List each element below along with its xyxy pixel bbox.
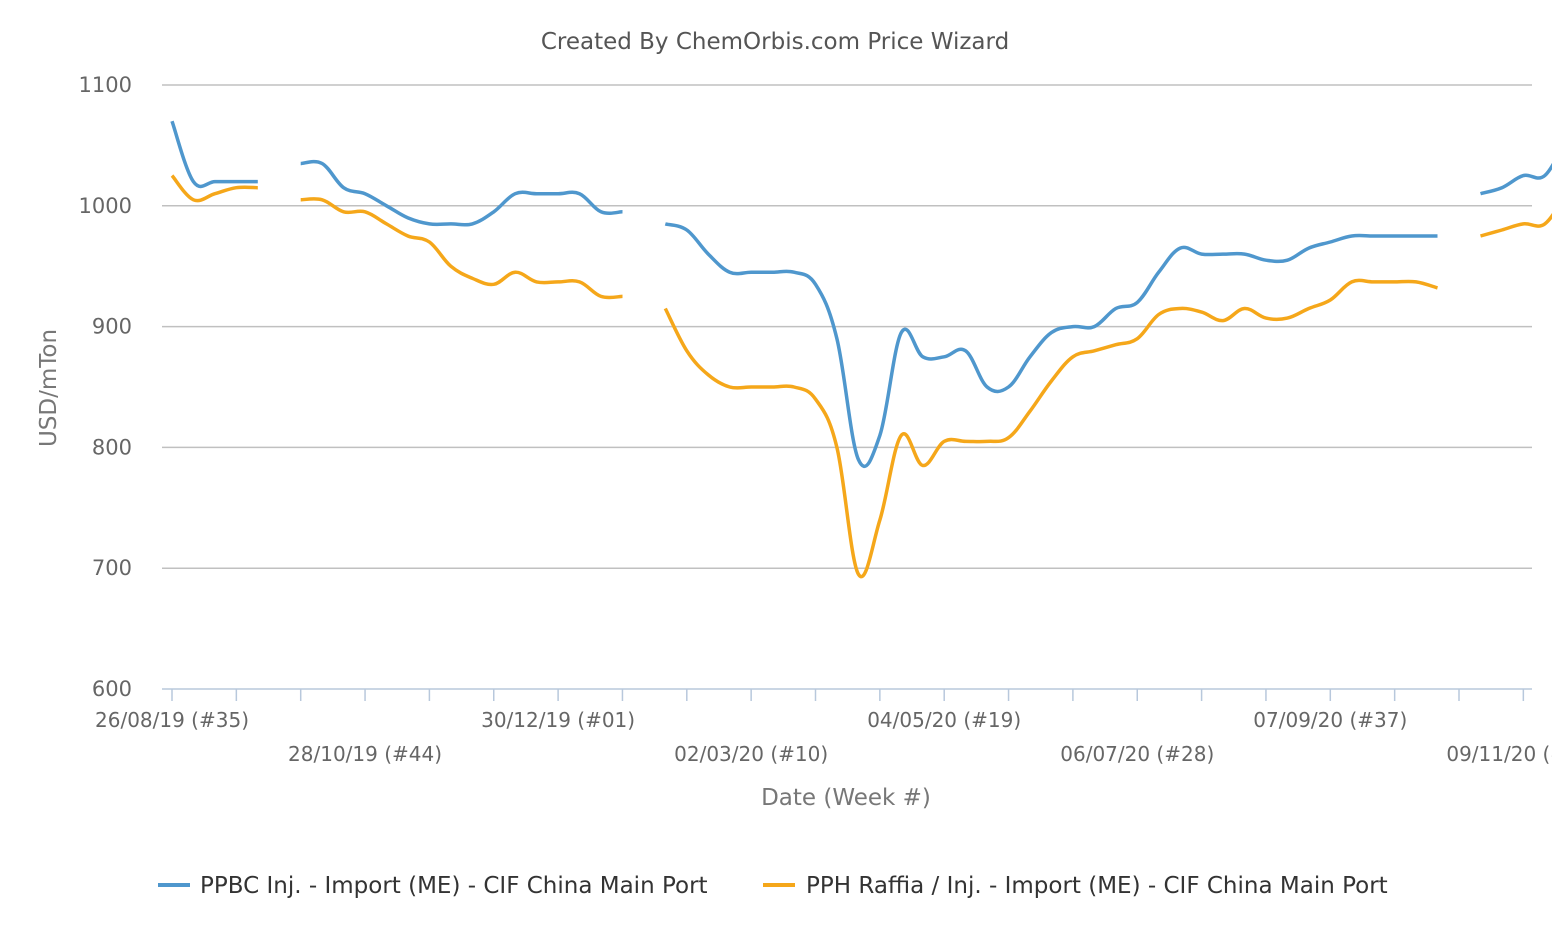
- series-0-segment-0: [170, 120, 258, 189]
- legend-item-1[interactable]: PPH Raffia / Inj. - Import (ME) - CIF Ch…: [763, 873, 1388, 899]
- y-tick-label-800: 800: [92, 435, 132, 459]
- y-axis-label: USD/mTon: [36, 329, 62, 447]
- series-0: [170, 120, 1552, 469]
- chart-title: Created By ChemOrbis.com Price Wizard: [541, 29, 1009, 55]
- y-tick-label-1100: 1100: [79, 73, 132, 97]
- series-1: [170, 174, 1552, 579]
- x-tick-label-1: 28/10/19 (#44): [288, 742, 442, 766]
- series-0-segment-1: [300, 159, 623, 227]
- y-tick-label-1000: 1000: [79, 194, 132, 218]
- series-1-segment-3: [1480, 213, 1552, 238]
- legend-item-0[interactable]: PPBC Inj. - Import (ME) - CIF China Main…: [158, 873, 708, 899]
- x-tick-label-0: 26/08/19 (#35): [95, 708, 249, 732]
- legend-label-1: PPH Raffia / Inj. - Import (ME) - CIF Ch…: [806, 873, 1388, 899]
- series-lines: [170, 120, 1552, 579]
- x-tick-label-5: 06/07/20 (#28): [1060, 742, 1214, 766]
- legend[interactable]: PPBC Inj. - Import (ME) - CIF China Main…: [158, 873, 1388, 899]
- x-axis-label: Date (Week #): [761, 785, 931, 811]
- legend-label-0: PPBC Inj. - Import (ME) - CIF China Main…: [200, 873, 708, 899]
- series-1-segment-1: [300, 197, 623, 300]
- grid-lines: [162, 84, 1532, 569]
- y-tick-label-900: 900: [92, 315, 132, 339]
- y-tick-labels: 600 700 800 900 1000 1100: [79, 73, 132, 701]
- x-axis: [162, 688, 1532, 701]
- series-0-segment-2: [664, 222, 1438, 469]
- y-tick-label-600: 600: [92, 677, 132, 701]
- series-0-segment-4: [1480, 162, 1552, 196]
- x-tick-label-6: 07/09/20 (#37): [1253, 708, 1407, 732]
- series-1-segment-0: [170, 174, 258, 203]
- x-tick-label-2: 30/12/19 (#01): [481, 708, 635, 732]
- x-tick-label-7: 09/11/20 (#46): [1446, 742, 1552, 766]
- y-tick-label-700: 700: [92, 556, 132, 580]
- x-tick-label-4: 04/05/20 (#19): [867, 708, 1021, 732]
- x-tick-label-3: 02/03/20 (#10): [674, 742, 828, 766]
- x-tick-labels: 26/08/19 (#35) 28/10/19 (#44) 30/12/19 (#0…: [95, 708, 1552, 766]
- series-1-segment-2: [663, 278, 1438, 579]
